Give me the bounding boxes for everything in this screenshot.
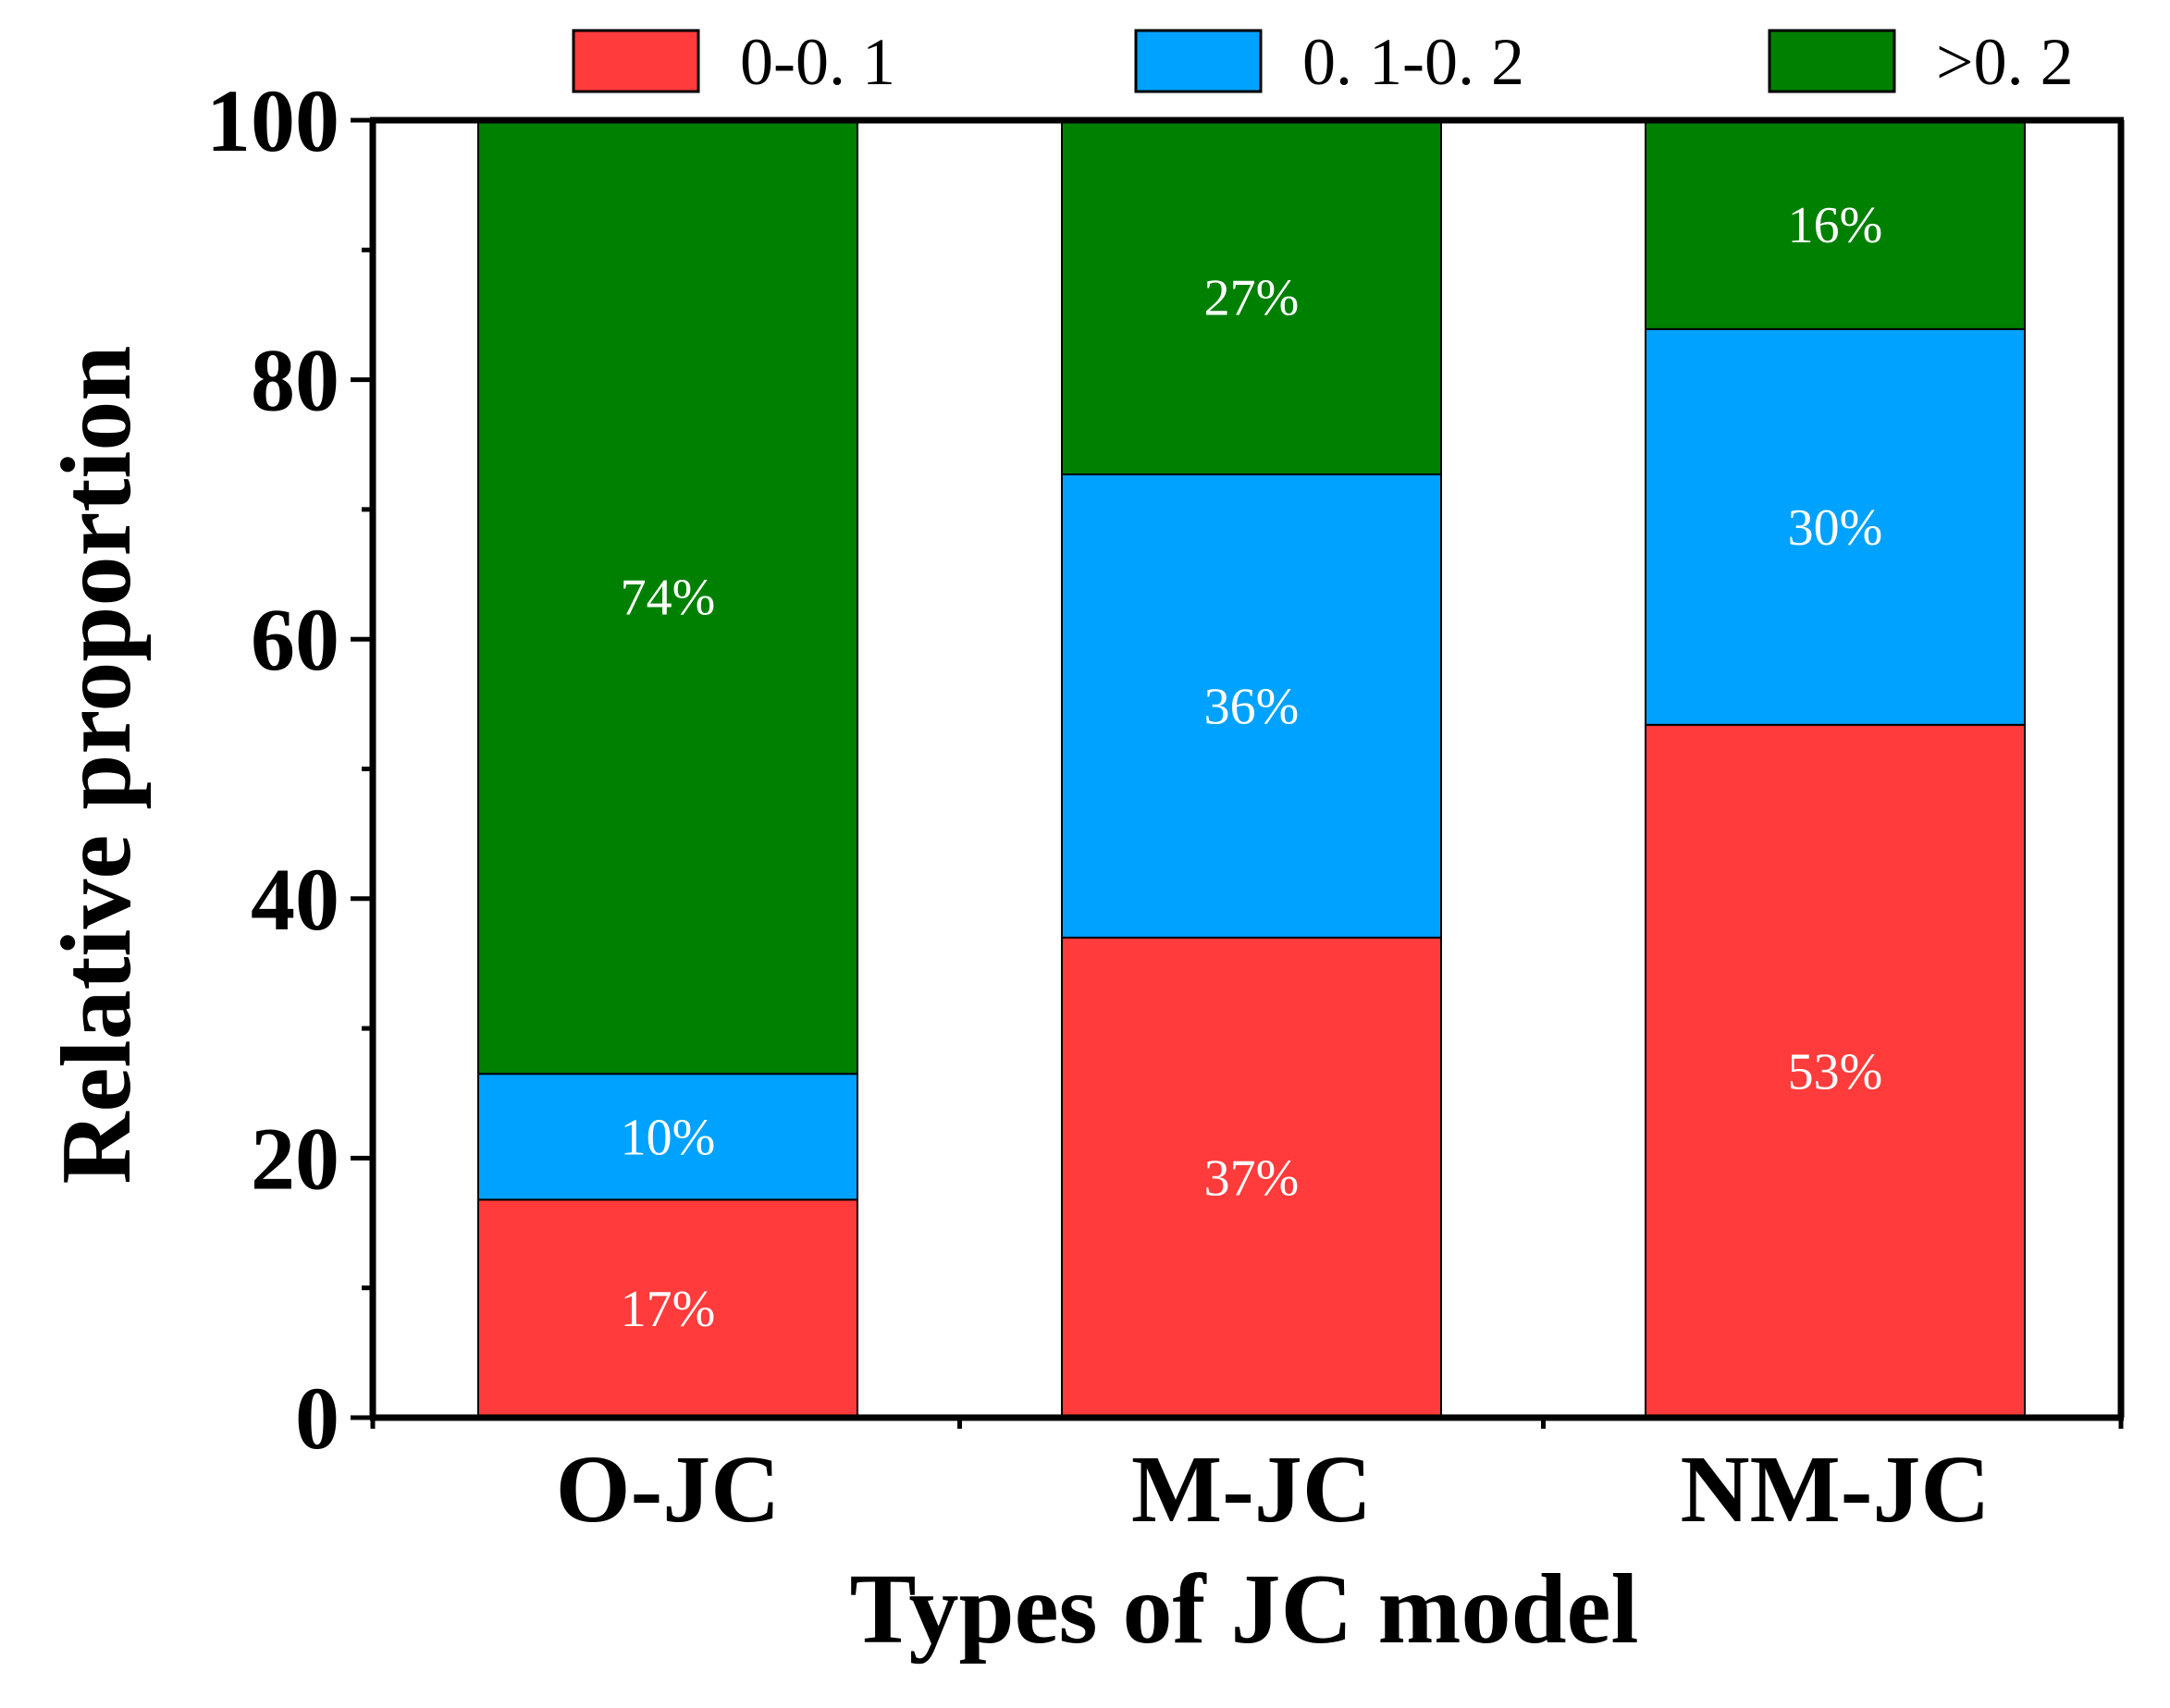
x-tick-label-nm-jc: NM-JC bbox=[1680, 1436, 1990, 1542]
bar-series: 17% 10% 74% 37% 36% 27% 53% 30% 16% bbox=[477, 119, 2026, 1419]
data-label-o-jc-series-2: 10% bbox=[621, 1109, 716, 1166]
bar-segment-nm-jc-series-1 bbox=[1645, 723, 2026, 1419]
data-label-o-jc-series-1: 17% bbox=[621, 1281, 716, 1338]
x-tick-label-o-jc: O-JC bbox=[556, 1436, 781, 1542]
bar-segment-m-jc-series-2 bbox=[1061, 473, 1442, 939]
x-axis-labels: O-JC M-JC NM-JC bbox=[556, 1436, 1991, 1542]
x-tick-label-m-jc: M-JC bbox=[1131, 1436, 1372, 1542]
bar-segment-o-jc-series-1 bbox=[477, 1198, 858, 1419]
legend-label-series-3: >0. 2 bbox=[1936, 25, 2074, 99]
bar-segment-m-jc-series-1 bbox=[1061, 936, 1442, 1419]
legend: 0-0. 1 0. 1-0. 2 >0. 2 bbox=[572, 25, 2074, 99]
legend-label-series-2: 0. 1-0. 2 bbox=[1302, 25, 1524, 99]
bar-segment-nm-jc-series-3 bbox=[1645, 119, 2026, 330]
legend-swatch-series-1 bbox=[572, 29, 700, 93]
data-label-o-jc-series-3: 74% bbox=[621, 570, 716, 627]
legend-swatch-series-3 bbox=[1768, 29, 1896, 93]
x-axis-title: Types of JC model bbox=[850, 1554, 1639, 1665]
y-tick-label-60: 60 bbox=[251, 590, 339, 689]
data-label-nm-jc-series-2: 30% bbox=[1788, 499, 1883, 557]
data-label-m-jc-series-2: 36% bbox=[1204, 678, 1300, 735]
data-label-nm-jc-series-1: 53% bbox=[1788, 1043, 1883, 1100]
legend-swatch-series-2 bbox=[1134, 29, 1263, 93]
bar-segment-o-jc-series-2 bbox=[477, 1073, 858, 1201]
legend-label-series-1: 0-0. 1 bbox=[740, 25, 895, 99]
bar-segment-nm-jc-series-2 bbox=[1645, 327, 2026, 726]
y-tick-label-100: 100 bbox=[206, 71, 339, 170]
data-label-nm-jc-series-3: 16% bbox=[1788, 197, 1883, 254]
y-tick-label-20: 20 bbox=[251, 1109, 339, 1208]
y-tick-label-40: 40 bbox=[251, 850, 339, 949]
y-tick-label-0: 0 bbox=[295, 1369, 339, 1468]
y-axis-title: Relative proportion bbox=[42, 346, 152, 1185]
data-label-m-jc-series-3: 27% bbox=[1204, 270, 1300, 327]
bar-segment-m-jc-series-3 bbox=[1061, 119, 1442, 476]
y-axis-ticks: 0 20 40 60 80 100 bbox=[206, 71, 373, 1468]
y-tick-label-80: 80 bbox=[251, 331, 339, 430]
data-label-m-jc-series-1: 37% bbox=[1204, 1149, 1300, 1207]
